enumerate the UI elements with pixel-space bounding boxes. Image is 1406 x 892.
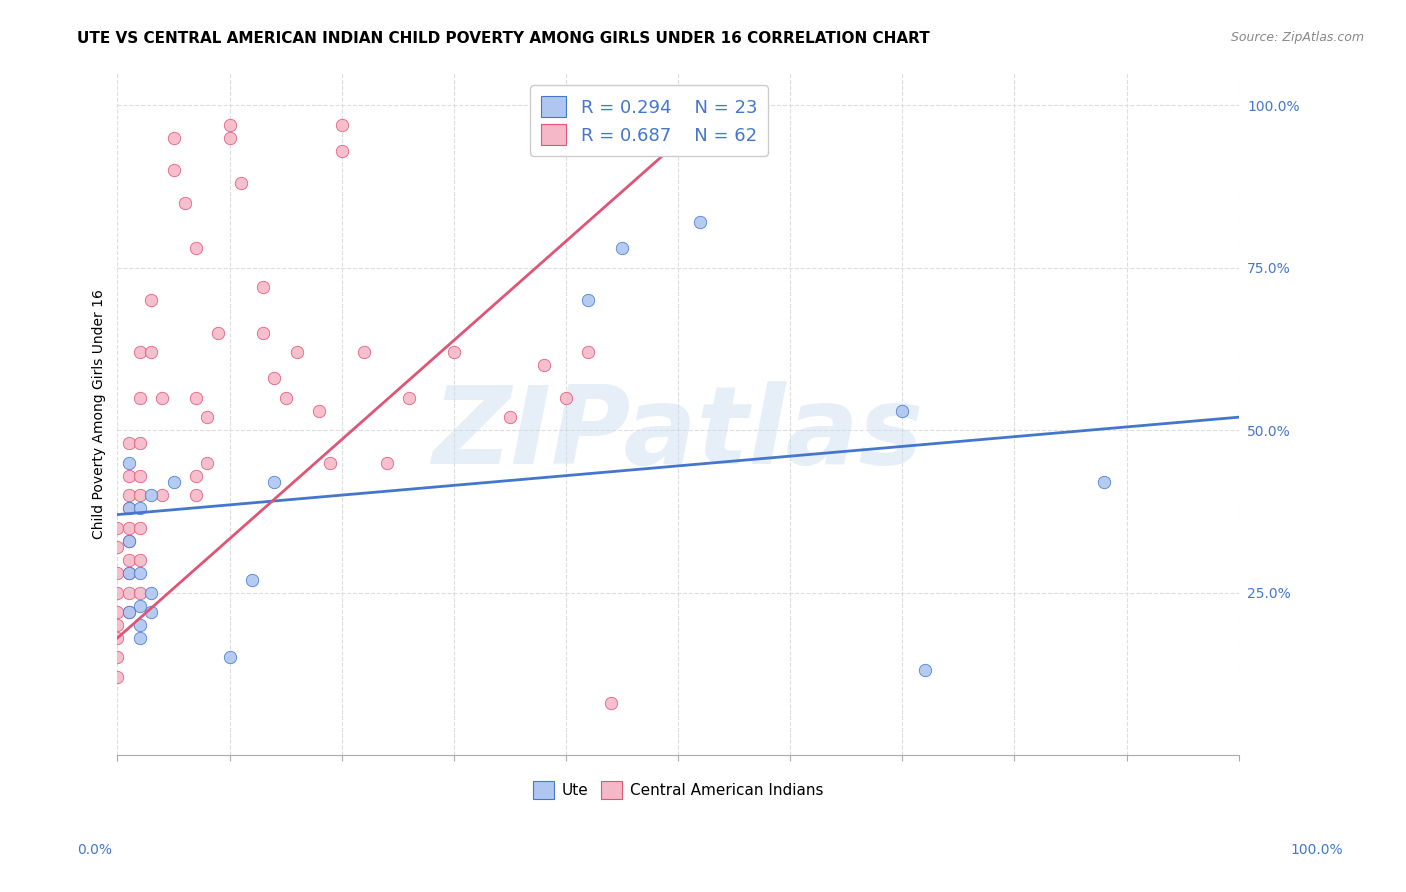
Point <box>173 195 195 210</box>
Point <box>128 345 150 359</box>
Point <box>128 520 150 534</box>
Point <box>218 131 240 145</box>
Point <box>118 436 141 450</box>
Point <box>252 280 274 294</box>
Point <box>107 605 129 619</box>
Point <box>207 326 229 340</box>
Point <box>218 650 240 665</box>
Point <box>599 696 621 710</box>
Point <box>107 566 129 580</box>
Point <box>128 599 150 613</box>
Point <box>118 468 141 483</box>
Legend: Ute, Central American Indians: Ute, Central American Indians <box>527 775 830 805</box>
Point <box>184 391 207 405</box>
Point <box>319 456 342 470</box>
Point <box>128 631 150 645</box>
Point <box>128 585 150 599</box>
Point <box>330 118 353 132</box>
Point <box>118 605 141 619</box>
Point <box>118 488 141 502</box>
Point <box>139 488 162 502</box>
Point <box>118 533 141 548</box>
Point <box>128 436 150 450</box>
Point <box>443 345 465 359</box>
Point <box>499 410 522 425</box>
Point <box>195 456 218 470</box>
Point <box>128 566 150 580</box>
Point <box>118 566 141 580</box>
Point <box>118 501 141 516</box>
Point <box>252 326 274 340</box>
Point <box>285 345 308 359</box>
Text: Source: ZipAtlas.com: Source: ZipAtlas.com <box>1230 31 1364 45</box>
Point <box>398 391 420 405</box>
Point <box>1092 475 1115 490</box>
Y-axis label: Child Poverty Among Girls Under 16: Child Poverty Among Girls Under 16 <box>93 289 107 539</box>
Point <box>229 177 252 191</box>
Point <box>128 618 150 632</box>
Point <box>128 468 150 483</box>
Point <box>162 475 184 490</box>
Point <box>891 403 914 417</box>
Point <box>107 650 129 665</box>
Point <box>139 293 162 308</box>
Point <box>118 533 141 548</box>
Point <box>263 475 285 490</box>
Point <box>128 488 150 502</box>
Point <box>128 391 150 405</box>
Point <box>107 631 129 645</box>
Point <box>184 468 207 483</box>
Point <box>107 670 129 684</box>
Point <box>162 131 184 145</box>
Point <box>118 566 141 580</box>
Point <box>128 553 150 567</box>
Point <box>118 553 141 567</box>
Point <box>353 345 375 359</box>
Point <box>610 241 633 255</box>
Point <box>576 345 599 359</box>
Point <box>118 520 141 534</box>
Point <box>139 345 162 359</box>
Point <box>689 215 711 229</box>
Point <box>576 293 599 308</box>
Point <box>184 488 207 502</box>
Point <box>308 403 330 417</box>
Point <box>107 585 129 599</box>
Point <box>914 664 936 678</box>
Point <box>274 391 297 405</box>
Text: UTE VS CENTRAL AMERICAN INDIAN CHILD POVERTY AMONG GIRLS UNDER 16 CORRELATION CH: UTE VS CENTRAL AMERICAN INDIAN CHILD POV… <box>77 31 931 46</box>
Point <box>218 118 240 132</box>
Point <box>139 605 162 619</box>
Point <box>150 391 173 405</box>
Point <box>195 410 218 425</box>
Point <box>118 456 141 470</box>
Point <box>118 585 141 599</box>
Point <box>555 391 578 405</box>
Point <box>263 371 285 385</box>
Point <box>533 358 555 372</box>
Point <box>162 163 184 178</box>
Text: ZIPatlas: ZIPatlas <box>433 382 924 487</box>
Point <box>107 540 129 554</box>
Point <box>139 585 162 599</box>
Point <box>118 605 141 619</box>
Point <box>375 456 398 470</box>
Point <box>184 241 207 255</box>
Point <box>118 501 141 516</box>
Point <box>240 573 263 587</box>
Point <box>107 520 129 534</box>
Text: 100.0%: 100.0% <box>1291 843 1343 857</box>
Point <box>150 488 173 502</box>
Point <box>128 501 150 516</box>
Point <box>107 618 129 632</box>
Text: 0.0%: 0.0% <box>77 843 112 857</box>
Point <box>330 144 353 158</box>
